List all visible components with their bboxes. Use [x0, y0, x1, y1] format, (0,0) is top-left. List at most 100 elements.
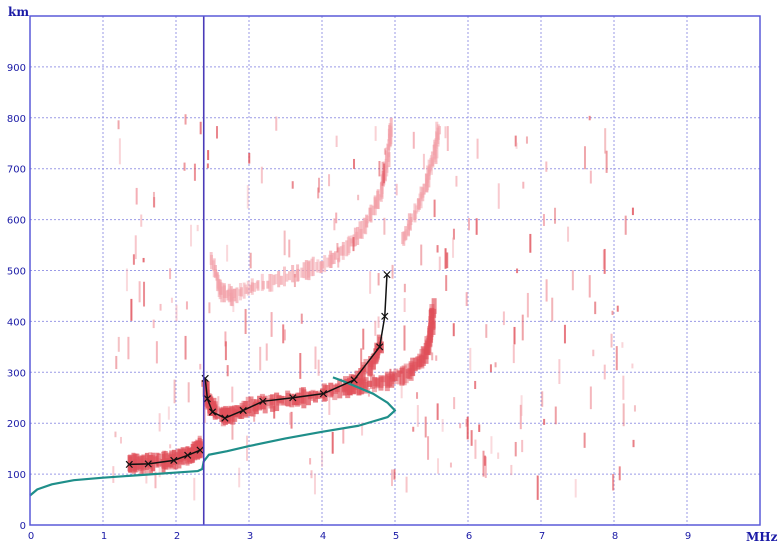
echo-mark	[270, 394, 276, 412]
noise-echo	[125, 268, 128, 292]
echo-mark	[239, 287, 243, 297]
noise-echo	[226, 244, 229, 262]
x-tick-label: 3	[247, 531, 253, 542]
noise-echo	[475, 218, 478, 235]
noise-echo	[474, 380, 477, 389]
noise-echo	[541, 391, 544, 407]
noise-echo	[412, 426, 415, 432]
noise-echo	[513, 326, 516, 345]
noise-echo	[158, 455, 161, 478]
noise-echo	[588, 275, 591, 298]
noise-echo	[412, 131, 415, 149]
echo-mark	[307, 260, 311, 281]
noise-echo	[291, 181, 294, 189]
noise-echo	[193, 163, 196, 181]
noise-echo	[331, 431, 334, 454]
noise-echo	[152, 319, 155, 329]
noise-echo	[199, 363, 202, 370]
noise-echo	[187, 382, 190, 403]
noise-echo	[478, 424, 481, 432]
grid-lines	[30, 16, 760, 525]
trace-marker	[289, 394, 297, 402]
noise-echo	[438, 256, 441, 271]
noise-echo	[336, 243, 339, 253]
noise-echo	[624, 215, 627, 235]
noise-echo	[449, 462, 452, 468]
scaled-trace	[125, 270, 391, 469]
noise-echo	[119, 436, 122, 444]
echo-mark	[435, 144, 439, 159]
echo-mark	[341, 384, 347, 396]
echo-mark	[401, 365, 407, 386]
noise-echo	[612, 474, 615, 491]
noise-echo	[118, 138, 121, 165]
noise-echo	[282, 324, 285, 344]
noise-echo	[391, 469, 394, 487]
echo-mark	[361, 364, 367, 372]
noise-echo	[216, 126, 219, 139]
noise-echo	[253, 403, 256, 422]
noise-echo	[357, 194, 360, 201]
noise-echo	[604, 128, 607, 154]
noise-echo	[424, 416, 427, 438]
noise-echo	[115, 355, 118, 370]
echo-mark	[371, 205, 375, 216]
noise-echo	[452, 228, 455, 240]
noise-echo	[416, 392, 419, 399]
echo-mark	[392, 372, 398, 382]
noise-echo	[515, 142, 518, 149]
noise-echo	[543, 418, 546, 425]
noise-echo	[610, 333, 613, 348]
echo-mark	[153, 456, 158, 465]
echo-mark	[434, 138, 438, 146]
echo-mark	[252, 282, 256, 292]
y-tick-label: 400	[7, 317, 26, 328]
noise-echo	[631, 363, 634, 369]
echo-mark	[169, 450, 174, 467]
echo-mark	[399, 366, 405, 385]
noise-echo	[224, 341, 227, 361]
noise-echo	[512, 344, 515, 364]
noise-echo	[490, 436, 493, 454]
echo-mark	[296, 392, 302, 406]
noise-echo	[170, 297, 173, 303]
noise-echo	[377, 273, 380, 286]
echo-mark	[261, 280, 265, 290]
noise-echo	[158, 413, 161, 432]
echo-mark	[334, 251, 338, 260]
echo-mark	[270, 274, 274, 292]
noise-echo	[246, 185, 249, 209]
noise-echo	[489, 364, 492, 373]
echo-mark	[285, 392, 291, 407]
noise-echo	[452, 323, 455, 337]
noise-echo	[167, 406, 170, 420]
x-tick-label: 6	[466, 531, 472, 542]
noise-echo	[522, 181, 525, 189]
noise-echo	[184, 335, 187, 360]
noise-echo	[482, 450, 485, 477]
noise-echo	[551, 297, 554, 322]
echo-mark	[210, 254, 214, 270]
echo-mark	[230, 288, 234, 307]
noise-echo	[403, 325, 406, 351]
noise-echo	[196, 224, 199, 232]
noise-echo	[190, 224, 193, 247]
echo-mark	[366, 215, 370, 224]
echo-mark	[262, 395, 268, 414]
density-profile	[29, 376, 397, 497]
trace-marker	[184, 451, 192, 459]
echo-mark	[386, 144, 390, 158]
noise-echo	[143, 281, 146, 307]
noise-echo	[383, 163, 386, 184]
noise-echo	[483, 455, 486, 466]
noise-echo	[342, 429, 345, 444]
noise-echo	[175, 304, 178, 322]
echo-mark	[324, 384, 330, 397]
noise-echo	[631, 207, 634, 216]
noise-echo	[437, 458, 440, 474]
echo-mark	[363, 377, 369, 394]
echo-mark	[339, 246, 343, 256]
noise-echo	[155, 341, 158, 364]
trace-marker	[350, 376, 358, 384]
noise-echo	[554, 406, 557, 425]
